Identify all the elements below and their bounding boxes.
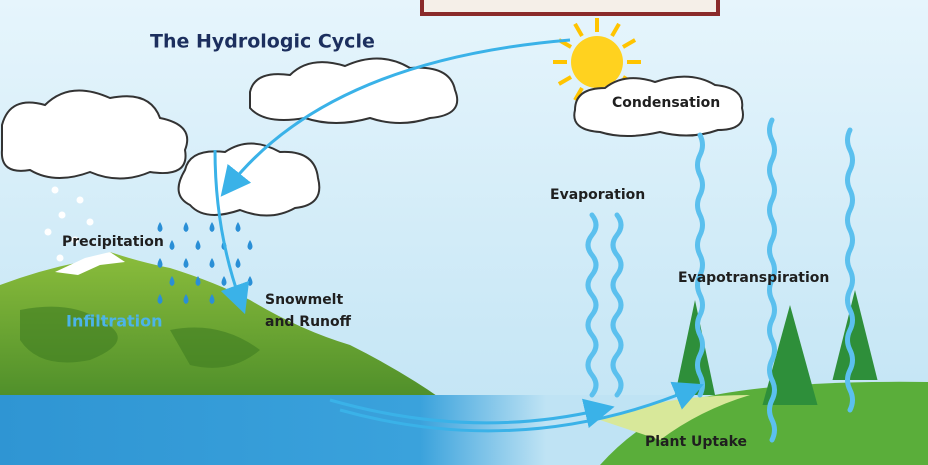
- evapotranspiration-label: Evapotranspiration: [678, 270, 829, 286]
- condensation-label: Condensation: [612, 95, 720, 111]
- cloud: [179, 144, 320, 216]
- snowmelt-label: Snowmelt: [265, 292, 343, 308]
- snowflake: [52, 187, 59, 194]
- snowflake: [45, 229, 52, 236]
- snowflake: [77, 197, 84, 204]
- snowflake: [59, 212, 66, 219]
- vapor-line: [848, 130, 853, 410]
- precipitation-label: Precipitation: [62, 234, 164, 250]
- evaporation-label: Evaporation: [550, 187, 645, 203]
- title: The Hydrologic Cycle: [150, 31, 375, 53]
- hydrologic-cycle-diagram: The Hydrologic Cycle Precipitation Infil…: [0, 0, 928, 465]
- snowflake: [87, 219, 94, 226]
- plant-uptake-label: Plant Uptake: [645, 434, 747, 450]
- runoff-label: and Runoff: [265, 314, 352, 330]
- top-banner: [422, 0, 718, 14]
- snowflake: [57, 255, 64, 262]
- infiltration-label: Infiltration: [66, 312, 163, 331]
